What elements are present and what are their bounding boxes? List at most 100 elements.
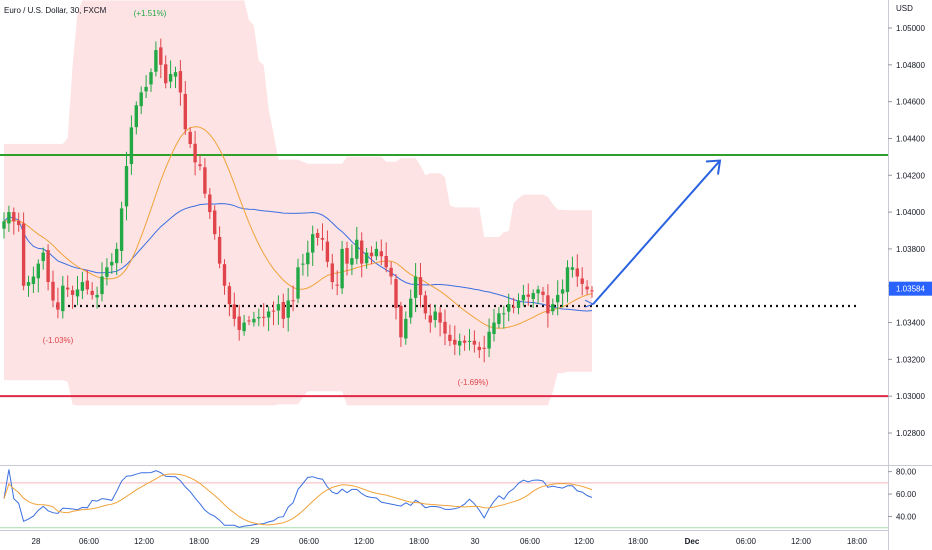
candle[interactable]	[330, 253, 334, 290]
candle[interactable]	[222, 259, 227, 295]
candle[interactable]	[41, 247, 45, 270]
candle[interactable]	[453, 325, 457, 356]
candle[interactable]	[364, 247, 369, 269]
candle[interactable]	[482, 335, 486, 363]
candle[interactable]	[477, 341, 481, 359]
candle[interactable]	[511, 297, 516, 314]
candle[interactable]	[467, 329, 472, 351]
candle[interactable]	[458, 333, 462, 356]
candle[interactable]	[350, 244, 354, 276]
candle[interactable]	[556, 280, 560, 316]
candle[interactable]	[242, 314, 246, 336]
candle[interactable]	[448, 324, 452, 347]
candle[interactable]	[75, 275, 80, 306]
candle[interactable]	[472, 330, 477, 353]
candle[interactable]	[590, 286, 594, 298]
candle[interactable]	[286, 288, 290, 332]
candle[interactable]	[12, 207, 16, 235]
candle[interactable]	[379, 239, 383, 265]
candle[interactable]	[134, 101, 138, 135]
candle[interactable]	[159, 38, 163, 79]
candle[interactable]	[17, 212, 21, 232]
candle[interactable]	[516, 293, 521, 315]
candle[interactable]	[129, 115, 134, 175]
candle[interactable]	[115, 242, 119, 275]
candle[interactable]	[95, 286, 99, 309]
candle[interactable]	[340, 240, 344, 295]
candle[interactable]	[560, 279, 565, 308]
candle[interactable]	[521, 284, 526, 307]
candle[interactable]	[291, 285, 295, 312]
candle[interactable]	[374, 241, 379, 261]
candle[interactable]	[183, 81, 187, 135]
candle[interactable]	[585, 280, 589, 295]
candle[interactable]	[335, 270, 339, 296]
candle[interactable]	[257, 308, 261, 327]
candle[interactable]	[144, 75, 148, 99]
candle[interactable]	[90, 282, 94, 300]
candle[interactable]	[21, 212, 26, 291]
candlesticks[interactable]	[2, 38, 594, 363]
candle[interactable]	[2, 212, 6, 239]
candle[interactable]	[311, 225, 315, 267]
candle[interactable]	[70, 285, 75, 309]
candle[interactable]	[203, 158, 207, 199]
candle[interactable]	[276, 295, 281, 325]
candle[interactable]	[46, 244, 50, 291]
candle[interactable]	[266, 306, 271, 332]
candle[interactable]	[105, 258, 109, 286]
candle[interactable]	[404, 311, 408, 345]
candle[interactable]	[271, 301, 276, 326]
candle[interactable]	[80, 271, 85, 299]
candle[interactable]	[281, 293, 285, 329]
candle[interactable]	[531, 289, 535, 309]
candle[interactable]	[536, 285, 540, 304]
candle[interactable]	[56, 287, 60, 319]
candle[interactable]	[423, 290, 428, 320]
candle[interactable]	[262, 303, 266, 327]
candle[interactable]	[570, 256, 575, 278]
candle[interactable]	[320, 223, 325, 251]
candle[interactable]	[168, 60, 173, 89]
candle[interactable]	[389, 261, 393, 285]
candle[interactable]	[26, 275, 31, 297]
candle[interactable]	[443, 309, 447, 346]
candle[interactable]	[526, 283, 530, 306]
candle[interactable]	[355, 226, 359, 265]
candle[interactable]	[325, 230, 330, 268]
candle[interactable]	[462, 335, 467, 351]
candle[interactable]	[149, 68, 153, 93]
candle[interactable]	[217, 226, 222, 269]
candle[interactable]	[164, 55, 168, 89]
candle[interactable]	[36, 259, 40, 293]
candle[interactable]	[301, 253, 305, 276]
candle[interactable]	[399, 301, 403, 347]
candle[interactable]	[306, 240, 310, 277]
candle[interactable]	[369, 246, 374, 265]
candle[interactable]	[213, 205, 217, 240]
candle[interactable]	[360, 232, 364, 278]
candle[interactable]	[139, 86, 143, 115]
candle[interactable]	[394, 274, 398, 320]
candle[interactable]	[110, 253, 114, 274]
candle[interactable]	[51, 270, 55, 308]
candle[interactable]	[492, 309, 496, 342]
candle[interactable]	[119, 201, 124, 264]
candle[interactable]	[546, 284, 550, 328]
candle[interactable]	[178, 60, 183, 106]
candle[interactable]	[551, 298, 555, 315]
candle[interactable]	[413, 263, 418, 313]
candle[interactable]	[100, 262, 104, 302]
candle[interactable]	[575, 254, 579, 287]
candle[interactable]	[7, 205, 11, 232]
candle[interactable]	[85, 269, 89, 295]
candle[interactable]	[384, 242, 388, 273]
candle[interactable]	[232, 292, 236, 327]
candle[interactable]	[188, 127, 192, 148]
candle[interactable]	[428, 303, 432, 333]
candle[interactable]	[154, 41, 158, 77]
candle[interactable]	[227, 282, 232, 317]
candle[interactable]	[61, 276, 65, 319]
candle[interactable]	[418, 263, 423, 308]
